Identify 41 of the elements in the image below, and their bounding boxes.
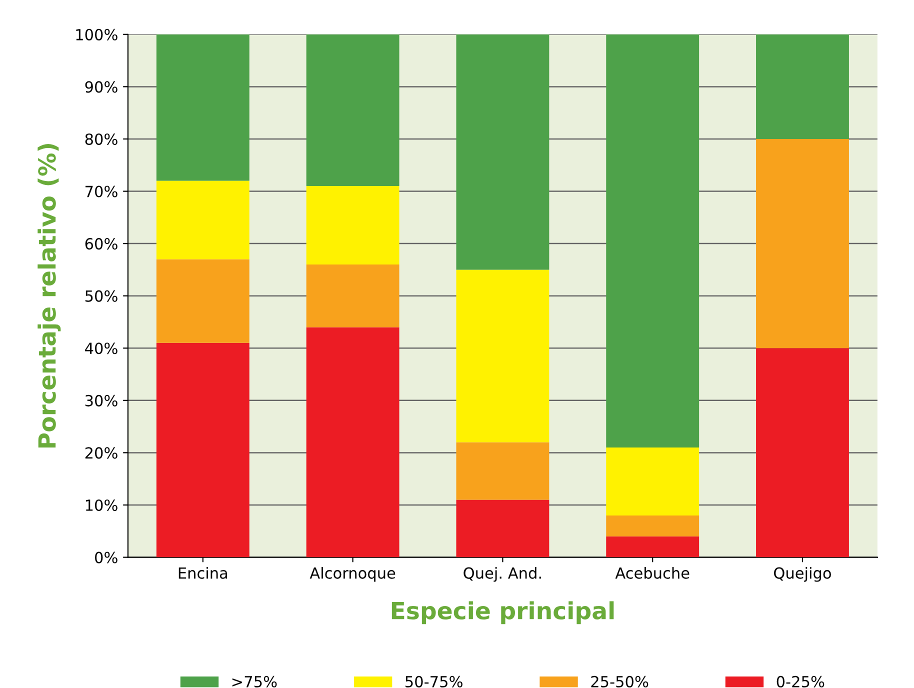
bar [156,342,250,558]
y-tick-label: 0% [95,552,118,564]
bar [306,186,400,264]
bar [306,327,400,558]
bar [606,447,700,516]
y-tick-label: 70% [86,186,118,198]
x-axis-title: Especie principal [392,601,614,624]
bar [156,34,250,181]
y-tick-label: 30% [85,394,118,406]
y-tick-label: 90% [85,81,118,93]
bar [456,500,550,558]
y-tick-label: 50% [85,290,118,302]
y-tick-label: 100% [76,28,118,40]
bar [606,34,700,448]
x-tick-label: Acebuche [615,567,690,579]
bar [756,34,849,139]
bar [306,264,400,328]
x-tick-label: Encina [178,567,228,579]
bar [606,515,700,536]
legend-label: >75% [232,676,277,688]
legend-label: 50-75% [406,676,462,688]
x-tick-label: Quej. And. [464,567,541,582]
bar [156,180,250,260]
y-tick-label: 40% [85,342,118,354]
legend-label: 0-25% [776,676,824,688]
bar [756,348,849,558]
bar [756,138,849,348]
x-tick-label: Quejigo [774,567,831,582]
bar [156,259,250,343]
y-tick-label: 10% [86,499,118,512]
bar [456,34,550,270]
bar [606,536,700,558]
legend-label: 25-50% [591,676,648,688]
y-tick-label: 60% [85,238,118,250]
y-tick-label: 20% [85,447,118,459]
y-axis-title: Porcentaje relativo (%) [38,144,61,448]
bar [306,34,400,186]
x-tick-label: Alcornoque [310,567,396,582]
bar [456,270,550,442]
y-tick-label: 80% [85,133,118,145]
bar [456,442,550,500]
